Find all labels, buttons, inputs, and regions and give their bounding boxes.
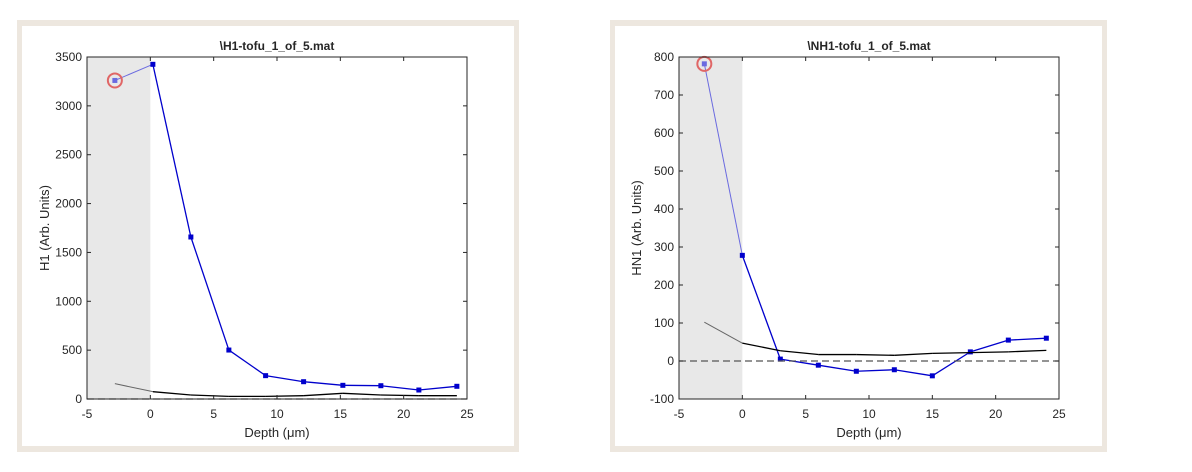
y-tick-label: 500 [654, 164, 674, 178]
x-tick-label: 25 [1052, 407, 1066, 421]
y-tick-label: 100 [654, 316, 674, 330]
signal-segment [856, 369, 895, 372]
data-point [853, 368, 859, 374]
y-tick-label: 0 [667, 354, 674, 368]
x-tick-label: 15 [926, 407, 940, 421]
y-tick-label: 800 [654, 50, 674, 64]
chart-0: -5 0 5 10 15 20 250500100015002000250030003500… [37, 39, 474, 440]
x-axis-label: Depth (μm) [836, 425, 901, 440]
y-tick-label: 2000 [55, 197, 82, 211]
baseline-segment [970, 351, 1009, 354]
signal-segment [265, 375, 304, 383]
shaded-region [87, 57, 151, 399]
signal-segment [380, 385, 419, 391]
data-point [929, 373, 935, 379]
data-point [701, 61, 707, 67]
baseline-segment [190, 394, 229, 398]
y-tick-label: 3500 [55, 50, 82, 64]
baseline-segment [780, 350, 819, 356]
baseline-segment [742, 342, 781, 352]
x-axis-label: Depth (μm) [244, 425, 309, 440]
y-tick-label: 600 [654, 126, 674, 140]
signal-segment [418, 385, 457, 391]
data-point [226, 347, 232, 353]
baseline-segment [704, 321, 743, 344]
x-tick-label: -5 [82, 407, 93, 421]
signal-segment [152, 64, 192, 238]
y-tick-label: 2500 [55, 148, 82, 162]
data-point [188, 234, 194, 240]
y-tick-label: 300 [654, 240, 674, 254]
data-point [967, 349, 973, 355]
y-axis-label: HN1 (Arb. Units) [629, 180, 644, 275]
signal-segment [303, 381, 343, 386]
x-tick-label: 15 [334, 407, 348, 421]
signal-segment [703, 63, 743, 256]
x-tick-label: -5 [674, 407, 685, 421]
baseline-segment [152, 391, 191, 396]
data-point [150, 61, 156, 67]
data-point [416, 387, 422, 393]
y-tick-label: 1000 [55, 294, 82, 308]
x-tick-label: 0 [739, 407, 746, 421]
data-point [815, 362, 821, 368]
y-tick-label: 200 [654, 278, 674, 292]
y-tick-label: 500 [62, 343, 82, 357]
y-axis-label: H1 (Arb. Units) [37, 185, 52, 271]
data-point [739, 252, 745, 258]
y-tick-label: 1500 [55, 245, 82, 259]
baseline-segment [265, 395, 304, 398]
chart-1: -5 0 5 10 15 20 25 -100 0 100 200 300 400 500 600 700 80… [629, 39, 1066, 440]
chart-title: \NH1-tofu_1_of_5.mat [807, 39, 930, 53]
signal-segment [190, 236, 230, 351]
y-tick-label: 700 [654, 88, 674, 102]
signal-segment [818, 364, 857, 372]
data-point [891, 367, 897, 373]
y-tick-label: 3000 [55, 99, 82, 113]
x-tick-label: 10 [862, 407, 876, 421]
x-tick-label: 5 [802, 407, 809, 421]
x-tick-label: 5 [210, 407, 217, 421]
data-point [378, 383, 384, 389]
signal-segment [741, 255, 781, 360]
x-tick-label: 20 [397, 407, 411, 421]
signal-segment [780, 358, 819, 366]
chart-title: \H1-tofu_1_of_5.mat [220, 39, 335, 53]
x-tick-label: 20 [989, 407, 1003, 421]
baseline-segment [894, 352, 933, 356]
data-point [301, 379, 307, 385]
data-point [777, 356, 783, 362]
baseline-segment [932, 351, 971, 355]
x-tick-label: 25 [460, 407, 474, 421]
highlight-circle [106, 72, 123, 89]
y-tick-label: 400 [654, 202, 674, 216]
shaded-region [679, 57, 743, 399]
data-point [112, 77, 118, 83]
baseline-segment [342, 392, 381, 396]
signal-segment [931, 351, 971, 377]
signal-segment [894, 369, 933, 377]
signal-segment [970, 339, 1009, 353]
data-point [1005, 337, 1011, 343]
baseline-segment [856, 353, 895, 356]
baseline-segment [380, 394, 419, 397]
baseline-segment [114, 383, 153, 393]
y-tick-label: 0 [75, 392, 82, 406]
x-tick-label: 10 [270, 407, 284, 421]
data-point [1043, 335, 1049, 341]
data-point [340, 382, 346, 388]
baseline-segment [1008, 349, 1047, 353]
data-point [454, 383, 460, 389]
baseline-segment [303, 392, 343, 397]
data-point [263, 373, 269, 379]
x-tick-label: 0 [147, 407, 154, 421]
signal-segment [228, 349, 266, 377]
y-tick-label: -100 [650, 392, 674, 406]
signal-segment [1008, 337, 1047, 341]
